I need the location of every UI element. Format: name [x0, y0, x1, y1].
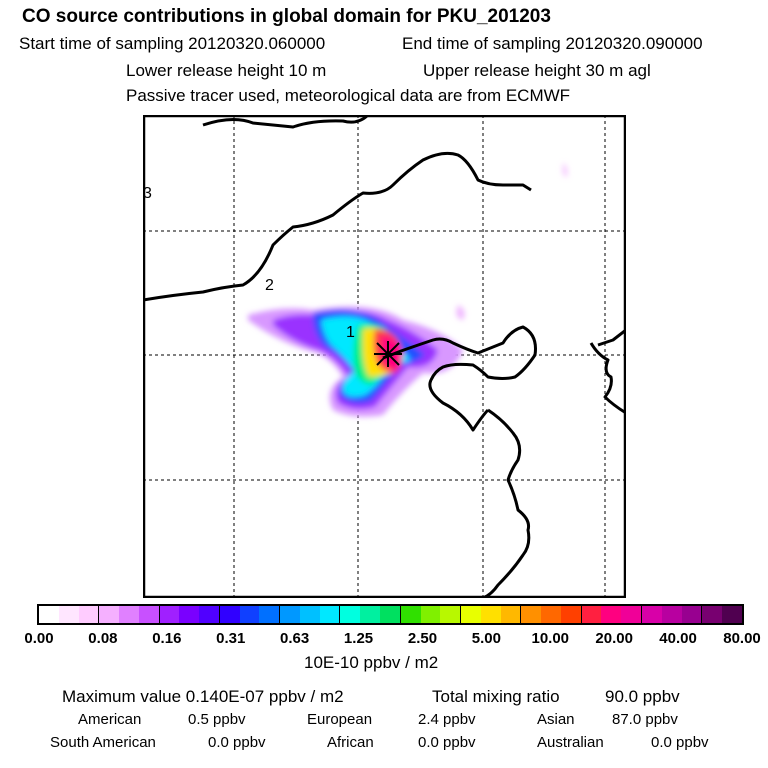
- colorbar-segment: [500, 606, 522, 623]
- start-sampling-text: Start time of sampling 20120320.060000: [19, 34, 326, 53]
- map-panel: 3 2 1: [143, 115, 626, 598]
- colorbar-segment: [58, 606, 79, 623]
- colorbar-segment: [420, 606, 441, 623]
- tracer-note-text: Passive tracer used, meteorological data…: [126, 86, 571, 105]
- colorbar-tick-label: 1.25: [343, 630, 374, 647]
- colorbar-segment: [581, 606, 602, 623]
- contour-label-1: 1: [346, 324, 355, 341]
- region-value-asian: 87.0 ppbv: [612, 711, 678, 728]
- region-value-south-american: 0.0 ppbv: [208, 734, 266, 751]
- upper-release-text: Upper release height 30 m agl: [423, 61, 651, 80]
- colorbar-segment: [541, 606, 561, 623]
- receptor-marker: [374, 341, 402, 367]
- region-name-australian: Australian: [537, 734, 604, 751]
- total-mixing-value: 90.0 ppbv: [605, 687, 680, 706]
- colorbar-segment: [179, 606, 200, 623]
- colorbar-segment: [239, 606, 260, 623]
- end-sampling-text: End time of sampling 20120320.090000: [402, 34, 703, 53]
- colorbar-segment: [360, 606, 381, 623]
- colorbar-segment: [78, 606, 100, 623]
- region-name-asian: Asian: [537, 711, 575, 728]
- total-mixing-label: Total mixing ratio: [432, 687, 560, 706]
- colorbar-segment: [259, 606, 281, 623]
- colorbar-segment: [159, 606, 180, 623]
- colorbar-segment: [601, 606, 622, 623]
- colorbar-segment: [480, 606, 501, 623]
- map-frame: [143, 115, 626, 598]
- colorbar-segment: [319, 606, 341, 623]
- region-value-australian: 0.0 ppbv: [651, 734, 709, 751]
- region-value-european: 2.4 ppbv: [418, 711, 476, 728]
- colorbar-tick-label: 2.50: [407, 630, 438, 647]
- region-name-european: European: [307, 711, 373, 728]
- colorbar-tick-label: 80.00: [723, 630, 761, 647]
- colorbar-tick-label: 20.00: [595, 630, 633, 647]
- colorbar-segment: [440, 606, 462, 623]
- colorbar-segment: [119, 606, 139, 623]
- colorbar-segment: [461, 606, 481, 623]
- colorbar-segment: [219, 606, 240, 623]
- colorbar-segment: [722, 606, 742, 623]
- contour-label-2: 2: [265, 277, 274, 294]
- colorbar-segment: [380, 606, 401, 623]
- plot-title: CO source contributions in global domain…: [22, 6, 551, 27]
- colorbar-tick-label: 0.63: [280, 630, 310, 647]
- region-name-american: American: [78, 711, 142, 728]
- region-name-south-american: South American: [50, 734, 156, 751]
- colorbar-segment: [621, 606, 642, 623]
- colorbar-segment: [199, 606, 220, 623]
- colorbar-segment: [99, 606, 120, 623]
- colorbar-tick-label: 5.00: [471, 630, 501, 647]
- coastlines: [143, 115, 626, 598]
- region-value-american: 0.5 ppbv: [188, 711, 246, 728]
- colorbar-tick-label: 0.16: [152, 630, 182, 647]
- colorbar: [37, 604, 744, 625]
- colorbar-tick-label: 0.31: [216, 630, 246, 647]
- colorbar-segment: [138, 606, 160, 623]
- colorbar-segment: [521, 606, 542, 623]
- colorbar-segment: [400, 606, 421, 623]
- colorbar-tick-label: 40.00: [659, 630, 697, 647]
- colorbar-tick-label: 0.00: [24, 630, 54, 647]
- contour-label-3: 3: [143, 185, 152, 202]
- colorbar-segment: [560, 606, 582, 623]
- colorbar-segment: [299, 606, 320, 623]
- lower-release-text: Lower release height 10 m: [126, 61, 327, 80]
- colorbar-segment: [39, 606, 59, 623]
- colorbar-segment: [702, 606, 723, 623]
- region-value-african: 0.0 ppbv: [418, 734, 476, 751]
- colorbar-tick-label: 10.00: [531, 630, 570, 647]
- colorbar-segment: [340, 606, 361, 623]
- colorbar-segment: [641, 606, 662, 623]
- colorbar-segment: [661, 606, 682, 623]
- colorbar-segment: [681, 606, 703, 623]
- colorbar-tick-label: 0.08: [88, 630, 118, 647]
- colorbar-segment: [280, 606, 300, 623]
- colorbar-unit: 10E-10 ppbv / m2: [304, 653, 439, 672]
- max-value-text: Maximum value 0.140E-07 ppbv / m2: [62, 687, 344, 706]
- region-name-african: African: [327, 734, 374, 751]
